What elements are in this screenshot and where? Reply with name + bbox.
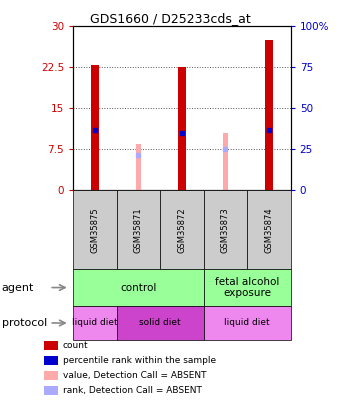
Text: GSM35873: GSM35873 [221,207,230,253]
Text: rank, Detection Call = ABSENT: rank, Detection Call = ABSENT [63,386,202,394]
Text: liquid diet: liquid diet [224,318,270,328]
Bar [265,40,273,190]
Text: liquid diet: liquid diet [72,318,118,328]
Bar [91,64,99,190]
Text: GSM35874: GSM35874 [265,207,273,253]
Text: protocol: protocol [2,318,47,328]
Text: solid diet: solid diet [139,318,181,328]
Text: GSM35872: GSM35872 [177,207,186,253]
Bar [178,67,186,190]
Text: GDS1660 / D25233cds_at: GDS1660 / D25233cds_at [90,12,250,25]
Text: control: control [120,283,156,292]
Text: agent: agent [2,283,34,292]
Text: fetal alcohol
exposure: fetal alcohol exposure [215,277,279,298]
Bar [223,133,228,190]
Text: GSM35871: GSM35871 [134,207,143,253]
Text: GSM35875: GSM35875 [90,207,99,253]
Text: value, Detection Call = ABSENT: value, Detection Call = ABSENT [63,371,206,379]
Text: percentile rank within the sample: percentile rank within the sample [63,356,216,364]
Text: count: count [63,341,88,350]
Bar [136,144,141,190]
